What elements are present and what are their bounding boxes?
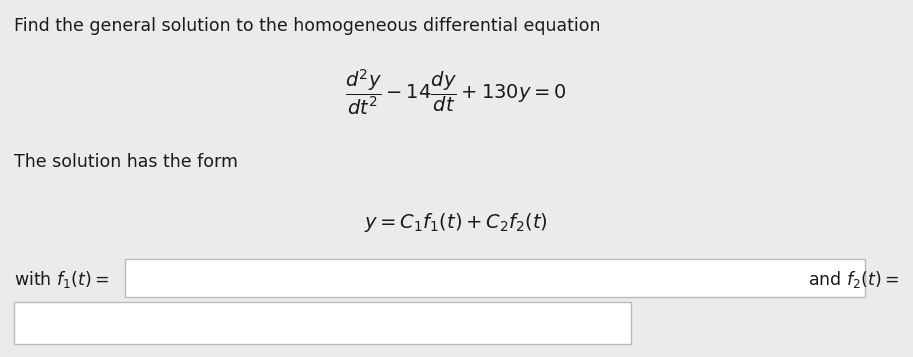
Bar [125, 259, 865, 297]
Text: Find the general solution to the homogeneous differential equation: Find the general solution to the homogen… [14, 17, 601, 35]
Text: The solution has the form: The solution has the form [14, 153, 238, 171]
Text: $y = C_1 f_1(t) + C_2 f_2(t)$: $y = C_1 f_1(t) + C_2 f_2(t)$ [364, 211, 548, 233]
Bar [14, 302, 631, 344]
Text: and $f_2(t) =$: and $f_2(t) =$ [808, 268, 899, 290]
Text: with $f_1(t) =$: with $f_1(t) =$ [14, 268, 110, 290]
Text: $\dfrac{d^2y}{dt^2} - 14\dfrac{dy}{dt} + 130y = 0$: $\dfrac{d^2y}{dt^2} - 14\dfrac{dy}{dt} +… [345, 67, 567, 117]
